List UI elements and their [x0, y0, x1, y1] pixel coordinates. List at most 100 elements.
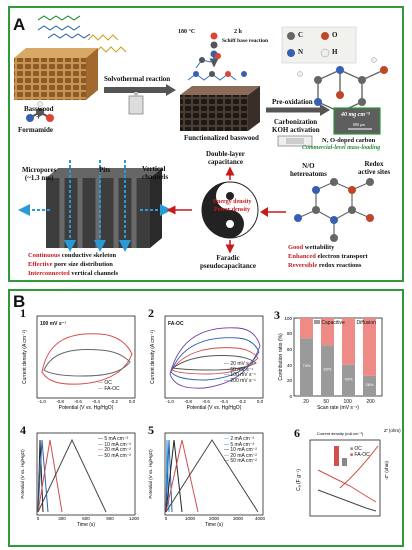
legend-c: C: [298, 31, 304, 39]
cv2-xlabel: Potential (V vs. Hg/HgO): [187, 405, 242, 411]
rate-legend: ■ OC ■ FA-OC: [350, 446, 370, 458]
sem-image: [334, 108, 380, 134]
gcd2-ylabel: Potential (V vs. Hg/HgO): [148, 449, 153, 499]
svg-text:0.0: 0.0: [129, 399, 136, 404]
legend-h: H: [332, 48, 338, 56]
basswood-label: Basswood: [24, 105, 54, 113]
svg-text:40: 40: [287, 363, 293, 368]
axes-rate: [309, 439, 381, 517]
cv1-note: 100 mV s⁻¹: [40, 321, 66, 327]
svg-text:3000: 3000: [233, 516, 244, 521]
loading-value: 40 mg cm⁻²: [341, 112, 370, 118]
preox-label: Pre-oxidation: [272, 98, 313, 106]
rate-z-label: Z' (ohm): [384, 428, 401, 433]
svg-text:-0.4: -0.4: [220, 399, 228, 404]
axes-gcd1: [36, 432, 136, 516]
ratio-xlabel: Scan rate (mV s⁻¹): [317, 405, 359, 411]
rate-bar-oc: [342, 458, 347, 466]
axes-ratio: [293, 317, 383, 397]
vertical-channels-label: Vertical channels: [142, 165, 169, 181]
svg-text:-1.0: -1.0: [166, 399, 174, 404]
plus-sign: +: [36, 113, 41, 122]
ratio-bar-capacitive: [342, 364, 355, 396]
sub-label-3: 3: [274, 308, 280, 322]
pits-label: Pits: [99, 166, 111, 174]
sub-label-2: 2: [148, 306, 154, 320]
svg-text:900: 900: [106, 516, 114, 521]
redox-label: Redox active sites: [358, 160, 391, 176]
svg-text:0: 0: [289, 394, 292, 399]
svg-text:100: 100: [284, 316, 292, 321]
commercial-label: Commercial-level mass-loading: [302, 145, 381, 151]
ratio-bar-label: 65%: [323, 367, 331, 372]
ratio-bar-diffusion: [300, 318, 313, 339]
ratio-bar-label: 40%: [344, 376, 352, 381]
gcd2-legend: — 2 mA cm⁻² — 5 mA cm⁻² — 10 mA cm⁻² — 2…: [224, 436, 257, 464]
energy-density-label: Energy density: [213, 199, 252, 205]
cellulose-chains: [37, 15, 127, 53]
functionalized-block: [180, 53, 260, 131]
ratio-legend: Capacitive Diffusion: [314, 320, 376, 326]
svg-text:-0.4: -0.4: [92, 399, 100, 404]
panel-b-label: B: [13, 292, 26, 311]
faradic-label: Faradic pseudocapacitance: [200, 254, 256, 270]
skeleton-line-3: Interconnected vertical channels: [28, 270, 119, 277]
gcd1-xticks: 0 300 600 900 1200: [37, 516, 140, 521]
props-line-1: Good wettability: [288, 244, 335, 251]
cv2-legend: — 20 mV s⁻¹ — 50 mV s⁻¹ — 100 mV s⁻¹ — 2…: [224, 361, 256, 384]
rate-zz-label: -Z'' (ohm): [384, 461, 389, 480]
power-density-label: Power density: [214, 207, 251, 213]
koh-label: KOH activation: [272, 126, 320, 134]
svg-text:80: 80: [287, 331, 293, 336]
svg-text:1000: 1000: [185, 516, 196, 521]
cv2-title: FA-OC: [168, 321, 184, 327]
schiff-temp: 180 °C: [178, 29, 196, 35]
svg-text:1200: 1200: [129, 516, 140, 521]
gcd1-legend: — 5 mA cm⁻² — 10 mA cm⁻² — 20 mA cm⁻² — …: [98, 436, 131, 459]
ratio-bar-label: 74%: [302, 363, 310, 368]
axes-cv2: [164, 315, 264, 399]
svg-text:60: 60: [287, 347, 293, 352]
formamide-label: Formamide: [18, 126, 53, 134]
svg-text:-0.2: -0.2: [110, 399, 118, 404]
cv2-ylabel: Current density (A cm⁻²): [150, 330, 156, 384]
ratio-bar-label: 26%: [365, 382, 373, 387]
ratio-bar-capacitive: [321, 345, 334, 396]
carbon-skeleton: [46, 168, 162, 248]
svg-text:300: 300: [58, 516, 66, 521]
skeleton-line-2: Effective pore size distribution: [28, 261, 113, 268]
axes-gcd2: [164, 432, 264, 516]
cv2-curves: [169, 327, 261, 389]
nodoped-label: N, O-doped carbon: [322, 137, 376, 144]
cv1-xlabel: Potential (V vs. Hg/HgO): [59, 405, 114, 411]
gcd2-curves: [165, 439, 259, 513]
carbonization-label: Carbonization: [274, 118, 318, 126]
svg-text:-0.6: -0.6: [202, 399, 210, 404]
cv1-ylabel: Current density (A cm⁻²): [22, 330, 28, 384]
ion-flow-arrows: [18, 160, 172, 252]
cv1-xticks: -1.0 -0.8 -0.6 -0.4 -0.2 0.0: [38, 399, 136, 404]
ratio-bars: 74% 65% 40% 26%: [300, 318, 376, 396]
gcd1-xlabel: Time (s): [77, 522, 95, 528]
sub-label-5: 5: [148, 423, 154, 437]
props-line-2: Enhanced electron transport: [288, 253, 368, 260]
ratio-bar-capacitive: [300, 338, 313, 396]
cv2-xticks: -1.0 -0.8 -0.6 -0.4 -0.2 0.0: [166, 399, 264, 404]
panel-b: [8, 289, 404, 547]
panel-a-illustration: [14, 15, 388, 254]
atom-legend: [281, 26, 357, 64]
solvothermal-label: Solvothermal reaction: [104, 75, 171, 83]
gcd2-xlabel: Time (s): [205, 522, 223, 528]
svg-text:-0.8: -0.8: [56, 399, 64, 404]
svg-text:4000: 4000: [255, 516, 266, 521]
legend-n: N: [298, 48, 304, 56]
formamide-molecule: [26, 101, 54, 122]
ratio-ylabel: Contribution ratio (%): [278, 333, 284, 381]
ratio-bar-capacitive: [363, 375, 376, 396]
legend-o: O: [332, 31, 338, 39]
sub-label-4: 4: [20, 423, 26, 437]
ratio-bar-diffusion: [363, 318, 376, 376]
rate-bar-fa-oc: [334, 446, 339, 466]
svg-text:-0.6: -0.6: [74, 399, 82, 404]
